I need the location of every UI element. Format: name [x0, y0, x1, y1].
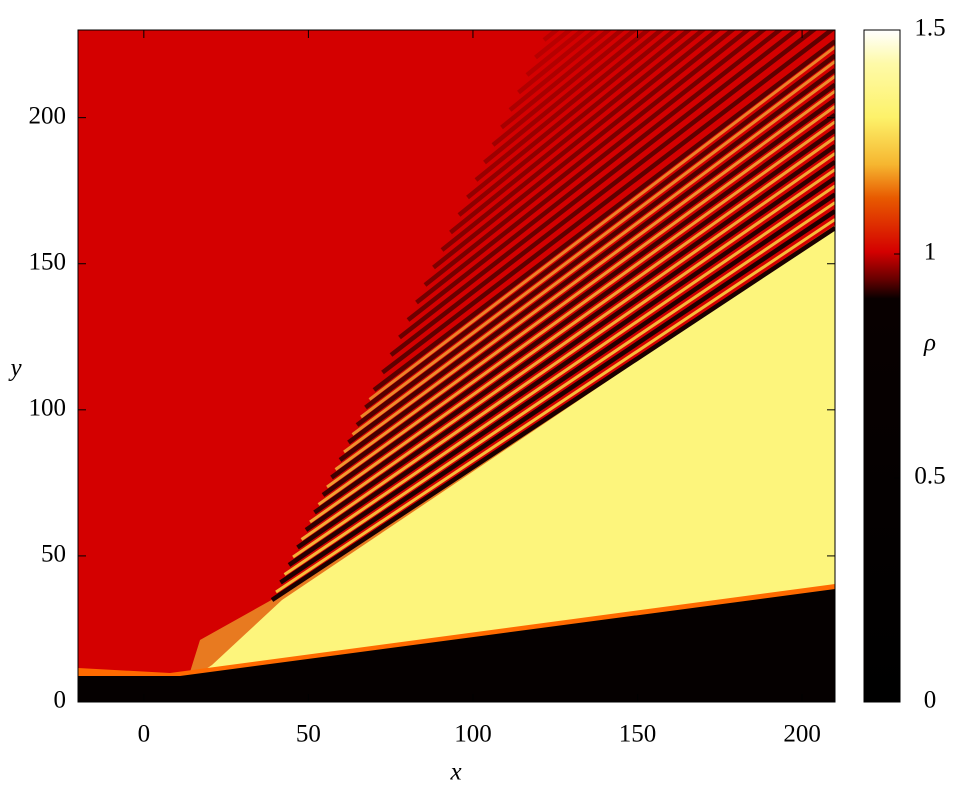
y-tick-label: 100: [29, 395, 67, 422]
field-stripe: [304, 160, 835, 532]
field-stripe-bright: [343, 89, 835, 454]
field-stripe: [500, 30, 626, 130]
field-stripe: [474, 30, 665, 182]
field-stripe: [296, 176, 835, 550]
field-stripe: [457, 30, 693, 217]
field-bright-region: [200, 228, 835, 673]
field-stripe-bright: [360, 60, 835, 419]
y-tick-label: 200: [29, 102, 67, 129]
field-stripe-bright: [317, 136, 835, 506]
y-tick-label: 150: [29, 248, 67, 275]
y-axis-label: y: [7, 355, 22, 382]
field-stripe: [330, 113, 835, 480]
x-tick-label: 200: [783, 721, 821, 748]
x-axis-label: x: [449, 759, 461, 786]
field-stripe: [270, 226, 835, 602]
field-stripe: [279, 209, 835, 585]
plot-frame: [77, 29, 836, 703]
y-tick-label: 0: [54, 687, 67, 714]
field-stripe: [423, 30, 752, 287]
field-stripe-bright: [351, 75, 835, 436]
field-stripe: [517, 30, 600, 95]
x-tick-label: 0: [138, 721, 151, 748]
field-stripe: [313, 144, 835, 515]
field-stripe-bright: [292, 184, 835, 559]
field-stripe: [491, 30, 639, 147]
field-stripe: [466, 30, 679, 200]
field-stripe: [287, 192, 835, 567]
x-tick-label: 50: [296, 721, 321, 748]
field-stripe: [389, 30, 818, 357]
field-stripe: [321, 128, 835, 497]
field-stripe: [364, 53, 835, 410]
field-stripe: [355, 68, 835, 427]
field-stripe-bright: [275, 218, 835, 594]
field-stripe-bright: [283, 201, 835, 576]
colorbar-tick-label: 0: [924, 687, 937, 714]
x-tick-label: 100: [454, 721, 492, 748]
colorbar-tick-label: 0.5: [914, 463, 945, 490]
colorbar: [863, 29, 901, 703]
field-stripe-bright: [334, 105, 835, 471]
field-dark-region: [78, 589, 835, 702]
field-stripe: [483, 30, 652, 165]
field-stripes: [270, 0, 836, 602]
field-stripe-bright: [326, 120, 835, 489]
x-tick-label: 150: [619, 721, 657, 748]
density-field: [78, 0, 836, 702]
field-stripe: [449, 30, 707, 235]
field-stripe: [398, 30, 800, 340]
field-stripe: [525, 30, 587, 77]
y-tick-label: 50: [41, 541, 66, 568]
field-stripe-bright: [300, 168, 835, 541]
field-stripe: [381, 30, 835, 375]
field-stripe: [372, 39, 835, 392]
colorbar-label: ρ: [923, 330, 936, 357]
field-stripe: [415, 30, 767, 305]
field-stripe: [432, 30, 736, 270]
field-stripe: [347, 82, 835, 445]
field-stripe: [406, 30, 784, 322]
colorbar-tick-label: 1: [924, 239, 937, 266]
field-stripe: [338, 97, 835, 462]
field-stripe-bright: [309, 152, 835, 524]
colorbar-tick-label: 1.5: [914, 15, 945, 42]
field-stripe: [508, 30, 613, 112]
field-stripe: [553, 0, 836, 23]
field-stripe-bright: [368, 45, 835, 401]
field-stripe: [440, 30, 721, 252]
